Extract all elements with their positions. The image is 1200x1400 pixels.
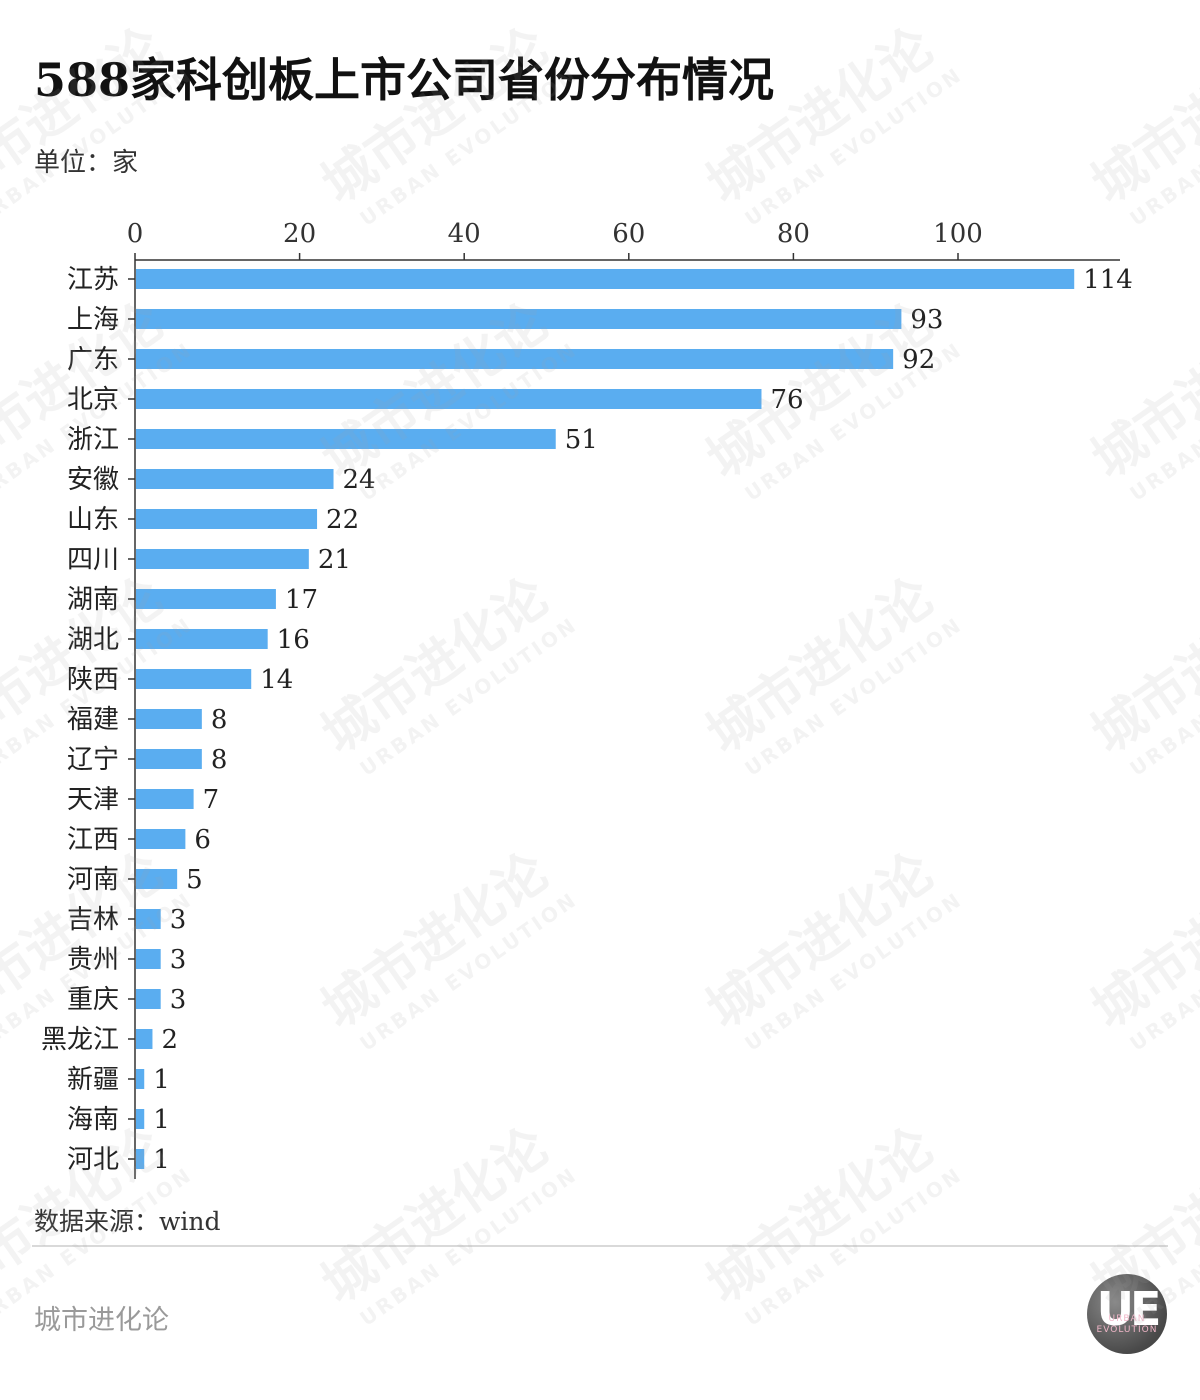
category-label: 天津 (67, 785, 119, 815)
category-label: 四川 (67, 545, 119, 575)
bar (136, 749, 202, 769)
data-label: 93 (910, 305, 943, 335)
data-label: 1 (153, 1105, 170, 1135)
bar (136, 429, 556, 449)
bar (136, 269, 1075, 289)
data-label: 1 (153, 1065, 170, 1095)
brand-logo: UE URBAN EVOLUTION (1087, 1274, 1167, 1354)
category-label: 江西 (67, 825, 119, 855)
bar (136, 949, 161, 969)
category-label: 浙江 (67, 425, 119, 455)
watermark-text-cn: 城市进化论 (1082, 16, 1200, 215)
data-label: 3 (170, 905, 187, 935)
logo-subtitle: URBAN EVOLUTION (1087, 1314, 1167, 1336)
category-label: 重庆 (67, 985, 119, 1015)
category-label: 贵州 (67, 945, 119, 975)
logo-sub-1: URBAN (1108, 1314, 1146, 1324)
data-label: 14 (260, 665, 293, 695)
data-label: 5 (186, 865, 203, 895)
category-label: 黑龙江 (41, 1025, 119, 1055)
bar (136, 1149, 145, 1169)
x-tick-label: 80 (777, 219, 810, 249)
data-label: 51 (565, 425, 598, 455)
x-tick-label: 40 (448, 219, 481, 249)
bar (136, 629, 268, 649)
category-label: 广东 (67, 345, 119, 375)
category-label: 山东 (67, 505, 119, 535)
data-label: 22 (326, 505, 359, 535)
category-label: 海南 (67, 1105, 119, 1135)
footer-divider (32, 1245, 1168, 1247)
bar (136, 829, 186, 849)
bar (136, 509, 318, 529)
category-label: 河南 (67, 865, 119, 895)
logo-letters: UE (1096, 1282, 1162, 1336)
bar (136, 349, 894, 369)
data-label: 8 (211, 745, 228, 775)
bar (136, 709, 202, 729)
bar (136, 989, 161, 1009)
data-label: 24 (343, 465, 376, 495)
category-label: 江苏 (67, 265, 119, 295)
category-label: 辽宁 (67, 745, 119, 775)
data-label: 3 (170, 945, 187, 975)
data-label: 2 (161, 1025, 178, 1055)
chart-title: 588家科创板上市公司省份分布情况 (34, 53, 775, 107)
data-label: 21 (318, 545, 351, 575)
category-label: 湖北 (67, 625, 119, 655)
bar (136, 1029, 153, 1049)
category-label: 吉林 (67, 905, 119, 935)
unit-label: 单位：家 (34, 148, 139, 178)
data-label: 92 (902, 345, 935, 375)
data-label: 1 (153, 1145, 170, 1175)
category-label: 湖南 (67, 585, 119, 615)
bar (136, 909, 161, 929)
logo-sub-2: EVOLUTION (1096, 1325, 1158, 1335)
data-label: 7 (203, 785, 220, 815)
data-source: 数据来源：wind (34, 1207, 221, 1236)
category-label: 陕西 (67, 665, 119, 695)
bar (136, 589, 276, 609)
bar (136, 1069, 145, 1089)
category-label: 上海 (67, 305, 119, 335)
data-label: 8 (211, 705, 228, 735)
bar (136, 869, 178, 889)
bar (136, 549, 309, 569)
bar (136, 309, 902, 329)
x-tick-label: 60 (612, 219, 645, 249)
bar (136, 469, 334, 489)
x-tick-label: 20 (283, 219, 316, 249)
category-label: 安徽 (67, 465, 119, 495)
bar (136, 389, 762, 409)
data-label: 114 (1083, 265, 1133, 295)
data-label: 76 (770, 385, 803, 415)
brand-name: 城市进化论 (34, 1305, 169, 1336)
data-label: 16 (277, 625, 310, 655)
bar (136, 789, 194, 809)
category-label: 新疆 (67, 1065, 119, 1095)
bar (136, 669, 252, 689)
data-label: 17 (285, 585, 318, 615)
x-tick-label: 0 (127, 219, 144, 249)
category-label: 河北 (67, 1145, 119, 1175)
data-label: 6 (194, 825, 211, 855)
x-tick-label: 100 (933, 219, 983, 249)
category-label: 北京 (67, 385, 119, 415)
bar (136, 1109, 145, 1129)
category-label: 福建 (67, 705, 119, 735)
data-label: 3 (170, 985, 187, 1015)
